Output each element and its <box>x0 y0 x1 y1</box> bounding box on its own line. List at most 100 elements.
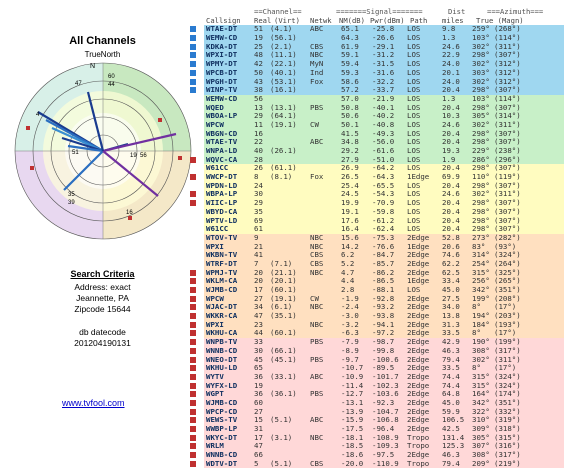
cell-cs[interactable]: WQED <box>206 102 224 112</box>
cell-cs[interactable]: WEMW-CD <box>206 33 238 43</box>
cell-real: 45 <box>254 354 263 364</box>
cell-cs[interactable]: WBOA-LP <box>206 111 238 121</box>
cell-cs[interactable]: WWBP-LP <box>206 424 238 433</box>
cell-path: LOS <box>407 154 421 164</box>
cell-path: 2Edge <box>407 397 430 407</box>
cell-cs[interactable]: W61CC <box>206 224 229 234</box>
cell-cs[interactable]: WPCW <box>206 293 224 303</box>
cell-cs[interactable]: WPCW <box>206 119 224 129</box>
cell-path: LOS <box>407 59 421 69</box>
table-row: WTOV-TV 9 NBC 15.6 -75.3 2Edge 52.8 273° (282°) <box>204 232 564 243</box>
cell-cs[interactable]: KDKA-DT <box>206 41 238 51</box>
table-row: WPCB-DT 50 (40.1) Ind 59.3 -31.6 LOS 20.1 303° (3… <box>190 67 564 78</box>
cell-cs[interactable]: WRLM <box>206 441 224 451</box>
cell-mi: 20.6 <box>442 241 460 251</box>
marker-2 <box>30 166 34 170</box>
cell-cs[interactable]: WBYD-CA <box>206 206 238 216</box>
cell-cs[interactable]: WPXI <box>206 241 224 251</box>
cell-cs[interactable]: WTAE-DT <box>206 24 238 34</box>
cell-cs[interactable]: WPDN-LD <box>206 180 238 190</box>
cell-cs[interactable]: WNNB-CD <box>206 450 238 460</box>
cell-nm: 17.6 <box>341 215 359 225</box>
cell-cs[interactable]: WKHU-LD <box>206 363 238 373</box>
cell-cs[interactable]: WPMJ-TV <box>206 267 238 277</box>
row-status-icon <box>190 295 196 302</box>
cell-pwr: -97.5 <box>372 450 395 460</box>
cell-cs[interactable]: WIIC-LP <box>206 198 238 208</box>
cell-cs[interactable]: WDTV-DT <box>206 458 238 468</box>
table-row: WKKR-CA 47 (35.1) -3.0 -93.8 2Edge 13.8 194° (20… <box>190 311 564 321</box>
cell-cs[interactable]: WPCP-CD <box>206 406 238 416</box>
cell-az: 302° <box>472 354 490 364</box>
cell-cs[interactable]: WKKR-CA <box>206 311 238 321</box>
cell-cs[interactable]: WTOV-TV <box>206 232 238 242</box>
cell-cs[interactable]: WPMY-DT <box>206 59 238 69</box>
cell-cs[interactable]: WPTV-LD <box>206 215 238 225</box>
cell-pwr: -40.8 <box>372 119 395 129</box>
table-row: WBYD-CA 35 19.1 -59.8 LOS 20.4 298° (307°) <box>204 206 564 217</box>
cell-pwr: -49.3 <box>372 128 395 138</box>
cell-mi: 19.3 <box>442 146 460 155</box>
cell-cs[interactable]: WPXI <box>206 319 224 329</box>
cell-cs[interactable]: WNPA-LD <box>206 146 238 155</box>
table-row: WBPA-LP 30 24.5 -54.3 LOS 24.6 302° (311°) <box>190 189 564 200</box>
cell-cs[interactable]: WTAE-TV <box>206 137 238 147</box>
cell-net: NBC <box>310 241 324 251</box>
cell-cs[interactable]: WJMB-CD <box>206 285 238 294</box>
cell-cs[interactable]: WINP-TV <box>206 85 238 95</box>
cell-cs[interactable]: WYTV <box>206 371 224 381</box>
cell-real: 20 <box>254 276 263 286</box>
cell-mag: (114°) <box>494 33 521 43</box>
cell-cs[interactable]: WQVC-CA <box>206 154 238 164</box>
cell-cs[interactable]: WPXI-DT <box>206 50 238 60</box>
cell-virt: (13.1) <box>270 102 297 112</box>
cell-cs[interactable]: WKHU-CA <box>206 328 238 338</box>
cell-cs[interactable]: WBGN-CD <box>206 128 238 138</box>
cell-virt: (45.1) <box>270 354 297 364</box>
cell-cs[interactable]: WKLM-CA <box>206 276 238 286</box>
criteria-line-2: Jeannette, PA <box>76 293 129 303</box>
cell-nm: 27.9 <box>341 154 359 164</box>
radar-label-9: 35 <box>68 192 75 198</box>
table-row: WKBN-TV 41 CBS 6.2 -84.7 2Edge 74.6 314° (324°) <box>204 251 564 260</box>
cell-net: NBC <box>310 267 324 277</box>
cell-cs[interactable]: WKBN-TV <box>206 250 238 260</box>
cell-mag: (219°) <box>494 458 521 468</box>
search-criteria-title: Search Criteria <box>0 269 205 280</box>
cell-pwr: -64.3 <box>372 172 395 182</box>
cell-cs[interactable]: WBPA-LP <box>206 189 238 199</box>
cell-cs[interactable]: WNEO-DT <box>206 354 238 364</box>
cell-virt: (35.1) <box>270 311 297 321</box>
cell-cs[interactable]: WEMW-CD <box>206 93 238 103</box>
cell-virt: (5.1) <box>270 415 293 425</box>
row-status-icon <box>190 391 196 398</box>
cell-cs[interactable]: WPCB-DT <box>206 67 238 77</box>
cell-net: NBC <box>310 319 324 329</box>
cell-mi: 34.0 <box>442 302 460 312</box>
cell-mi: 13.8 <box>442 311 460 321</box>
cell-cs[interactable]: WJMB-CD <box>206 397 238 407</box>
cell-cs[interactable]: WTRF-DT <box>206 258 238 268</box>
cell-cs[interactable]: WYFX-LD <box>206 380 238 390</box>
cell-path: 1Edge <box>407 241 430 251</box>
col-pwr: Pwr(dBm) <box>370 15 405 25</box>
left-panel: All Channels TrueNorth <box>0 0 205 417</box>
cell-cs[interactable]: WKYC-DT <box>206 432 238 442</box>
table-row: WPXI 23 NBC -3.2 -94.1 2Edge 31.3 184° (193°) <box>190 319 564 330</box>
cell-mag: (174°) <box>494 389 521 399</box>
cell-cs[interactable]: WWCP-DT <box>206 172 238 182</box>
cell-net: PBS <box>310 337 324 347</box>
cell-cs[interactable]: WNPB-TV <box>206 337 238 347</box>
cell-nm: -10.9 <box>341 371 364 381</box>
table-row: WKLM-CA 20 (20.1) 4.4 -86.5 1Edge 33.4 256° (265… <box>190 276 564 286</box>
table-row: WQED 13 (13.1) PBS 50.8 -40.1 LOS 20.4 298° (307°… <box>204 102 564 113</box>
cell-pwr: -56.0 <box>372 137 395 147</box>
cell-cs[interactable]: W61CC <box>206 163 229 173</box>
cell-cs[interactable]: WNNB-CD <box>206 345 238 355</box>
cell-cs[interactable]: WEWS-TV <box>206 415 238 425</box>
tvfool-link[interactable]: www.tvfool.com <box>62 398 125 408</box>
cell-cs[interactable]: WGPT <box>206 389 224 399</box>
cell-real: 51 <box>254 24 263 34</box>
cell-cs[interactable]: WPGH-DT <box>206 76 238 86</box>
cell-cs[interactable]: WJAC-DT <box>206 302 238 312</box>
